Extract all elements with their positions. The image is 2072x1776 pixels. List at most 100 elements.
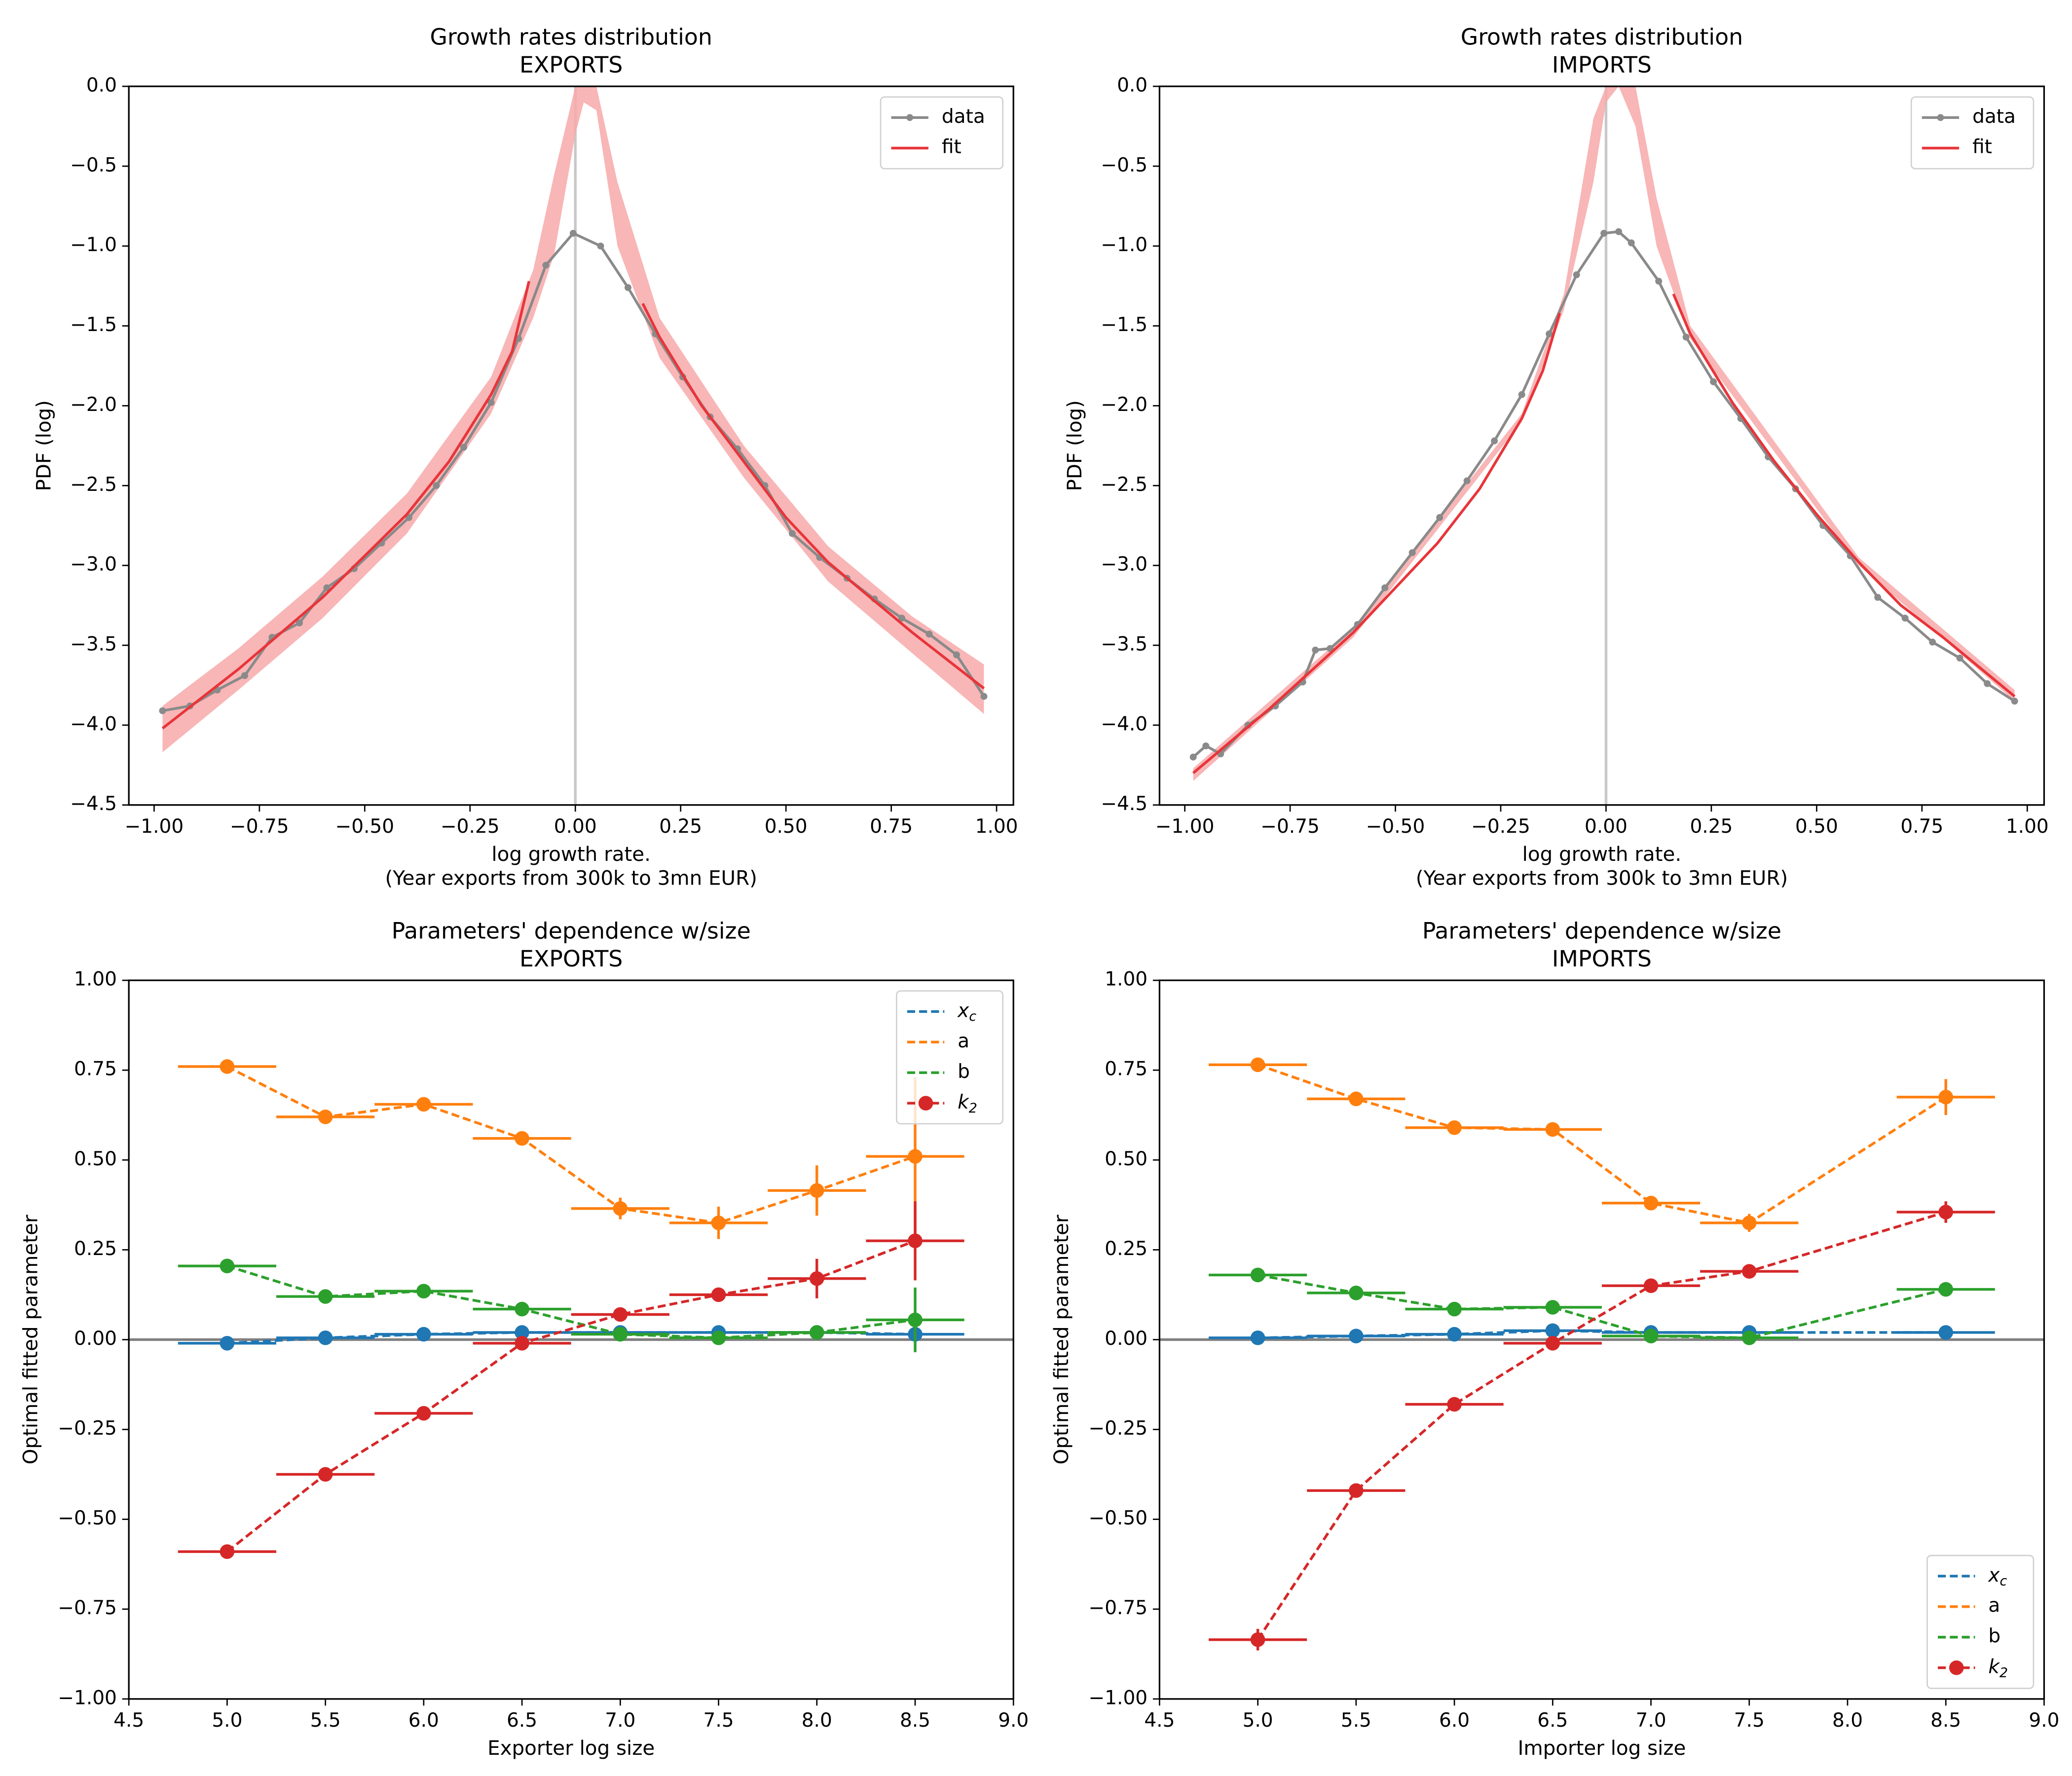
data-point (1250, 1267, 1265, 1283)
data-point (318, 1289, 333, 1304)
data-point (1545, 1300, 1560, 1315)
data-point (711, 1331, 726, 1345)
x-tick-label: 1.00 (975, 815, 1018, 838)
data-point (597, 242, 604, 250)
data-point (613, 1201, 628, 1216)
x-tick-label: 7.0 (1636, 1709, 1666, 1732)
y-tick-label: −1.0 (1101, 234, 1147, 256)
data-point (1349, 1091, 1364, 1107)
legend-label: k2 (1988, 1656, 2008, 1680)
y-tick-label: −4.5 (70, 793, 117, 815)
y-tick-label: 0.75 (74, 1058, 117, 1080)
y-tick-label: 0.00 (1105, 1328, 1147, 1350)
data-point (1956, 654, 1963, 662)
data-point (1929, 638, 1936, 646)
data-point (220, 1544, 235, 1559)
series-line (1192, 230, 2016, 758)
data-point (241, 672, 248, 679)
data-point (1546, 330, 1553, 337)
legend-marker (906, 114, 914, 121)
series-line (226, 1239, 916, 1553)
data-point (809, 1325, 824, 1340)
x-tick-label: 6.5 (507, 1709, 537, 1732)
y-tick-label: −0.50 (58, 1507, 117, 1529)
data-point (1710, 378, 1717, 385)
data-point (318, 1331, 333, 1345)
panel: 4.5 5.0 5.5 6.0 6.5 7.0 7.5 8.0 8.5 9.0 1.00 0.75 0.… (1050, 918, 2060, 1760)
x-axis-label: Importer log size (1517, 1737, 1686, 1760)
data-point (613, 1307, 628, 1322)
series-line (1192, 293, 2016, 775)
x-tick-label: 0.00 (554, 815, 597, 838)
data-point (1901, 614, 1909, 622)
data-point (1250, 1057, 1265, 1073)
data-point (433, 482, 440, 489)
y-tick-label: −0.75 (58, 1597, 117, 1619)
data-point (416, 1284, 431, 1298)
data-point (1655, 277, 1663, 285)
chart-subtitle: IMPORTS (1552, 52, 1652, 78)
plot-area (159, 86, 988, 805)
data-point (416, 1097, 431, 1112)
data-point (460, 444, 467, 451)
x-tick-label: 0.75 (1900, 815, 1943, 838)
data-point (318, 1110, 333, 1124)
data-point (1250, 1632, 1265, 1647)
y-tick-label: 0.75 (1105, 1058, 1147, 1080)
axes-frame (1158, 979, 2045, 1700)
data-point (416, 1406, 431, 1421)
data-point (515, 1325, 529, 1340)
data-point (898, 614, 905, 622)
data-point (980, 693, 988, 700)
chart-subtitle: EXPORTS (519, 52, 623, 78)
data-point (1938, 1090, 1954, 1105)
legend-label: k2 (958, 1091, 977, 1116)
y-tick-label: 1.00 (74, 968, 117, 991)
data-point (416, 1327, 431, 1342)
x-axis-label: Exporter log size (487, 1737, 655, 1760)
y-tick-label: −1.00 (1089, 1687, 1148, 1709)
data-point (1349, 1483, 1364, 1498)
data-point (542, 261, 550, 269)
legend-label: xc (957, 999, 976, 1024)
y-tick-label: −0.5 (1101, 154, 1147, 176)
data-point (908, 1233, 923, 1248)
data-point (809, 1183, 824, 1198)
x-tick-label: −0.25 (441, 815, 500, 838)
legend-label: b (1988, 1625, 2000, 1647)
x-tick-label: 6.0 (408, 1709, 439, 1732)
chart-subtitle: EXPORTS (519, 946, 623, 972)
data-point (318, 1467, 333, 1482)
data-point (1643, 1329, 1659, 1344)
y-tick-label: −2.0 (70, 394, 117, 416)
x-axis-label: (Year exports from 300k to 3mn EUR) (1416, 866, 1788, 889)
series-line (226, 1065, 916, 1224)
data-point (1349, 1329, 1364, 1344)
legend-marker (918, 1096, 933, 1111)
data-point (1741, 1331, 1757, 1345)
data-point (1545, 1122, 1560, 1137)
data-point (220, 1059, 235, 1074)
y-tick-label: −0.50 (1089, 1507, 1148, 1529)
data-point (220, 1258, 235, 1273)
x-tick-label: 4.5 (113, 1709, 144, 1732)
data-point (908, 1312, 923, 1328)
data-point (1600, 229, 1608, 237)
x-tick-label: 8.5 (900, 1709, 930, 1732)
data-point (711, 1215, 726, 1230)
legend-label: a (958, 1030, 969, 1052)
data-point (613, 1327, 628, 1342)
data-point (1447, 1120, 1462, 1135)
data-point (159, 707, 166, 714)
x-tick-label: 7.0 (605, 1709, 635, 1732)
y-axis-label: PDF (log) (33, 400, 56, 491)
y-tick-label: −3.5 (70, 633, 117, 656)
y-tick-label: 0.25 (74, 1238, 117, 1260)
data-point (1938, 1282, 1954, 1297)
data-point (1628, 239, 1635, 247)
legend-marker (1937, 114, 1944, 121)
legend-marker (1949, 1660, 1964, 1675)
chart-subtitle: IMPORTS (1552, 946, 1652, 972)
y-tick-label: −4.0 (70, 713, 117, 735)
